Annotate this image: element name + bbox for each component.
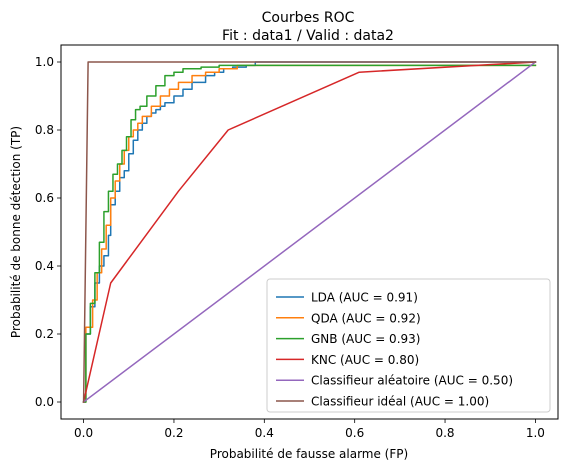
chart-title: Courbes ROC: [262, 10, 355, 26]
legend: LDA (AUC = 0.91) QDA (AUC = 0.92) GNB (AUC…: [266, 278, 551, 413]
series-line-4: [82, 60, 537, 404]
x-tick-label: 1.0: [526, 426, 545, 440]
y-tick-label: 0.8: [35, 123, 54, 137]
y-tick-label: 0.4: [35, 259, 54, 273]
x-tick-label: 0.2: [164, 426, 183, 440]
y-axis-label: Probabilité de bonne détection (TP): [9, 126, 23, 338]
legend-label: Classifieur idéal (AUC = 1.00): [311, 395, 489, 409]
y-tick-label: 0.2: [35, 327, 54, 341]
x-tick-label: 0.8: [435, 426, 454, 440]
series-layer: [82, 60, 537, 404]
y-axis-ticks: 0.0 0.2 0.4 0.6 0.8 1.0: [35, 55, 61, 409]
series-line-3: [82, 61, 537, 403]
legend-label: QDA (AUC = 0.92): [311, 311, 421, 325]
x-tick-label: 0.0: [74, 426, 93, 440]
x-axis-label: Probabilité de fausse alarme (FP): [210, 447, 408, 461]
series-line-2: [82, 64, 537, 403]
legend-label: Classifieur aléatoire (AUC = 0.50): [311, 374, 513, 388]
y-tick-label: 1.0: [35, 55, 54, 69]
y-tick-label: 0.6: [35, 191, 54, 205]
legend-label: LDA (AUC = 0.91): [311, 291, 418, 305]
x-axis-ticks: 0.0 0.2 0.4 0.6 0.8 1.0: [74, 419, 545, 440]
y-tick-label: 0.0: [35, 395, 54, 409]
legend-entries: LDA (AUC = 0.91) QDA (AUC = 0.92) GNB (AUC…: [276, 291, 513, 409]
series-line-0: [82, 61, 537, 403]
chart-subtitle: Fit : data1 / Valid : data2: [222, 28, 394, 44]
legend-label: GNB (AUC = 0.93): [311, 332, 420, 346]
series-line-5: [82, 61, 537, 403]
legend-box: [266, 278, 551, 413]
x-tick-label: 0.6: [345, 426, 364, 440]
x-tick-label: 0.4: [255, 426, 274, 440]
plot-area: [60, 44, 559, 420]
plot-frame: [60, 44, 559, 420]
series-line-1: [82, 64, 537, 403]
legend-label: KNC (AUC = 0.80): [311, 353, 419, 367]
